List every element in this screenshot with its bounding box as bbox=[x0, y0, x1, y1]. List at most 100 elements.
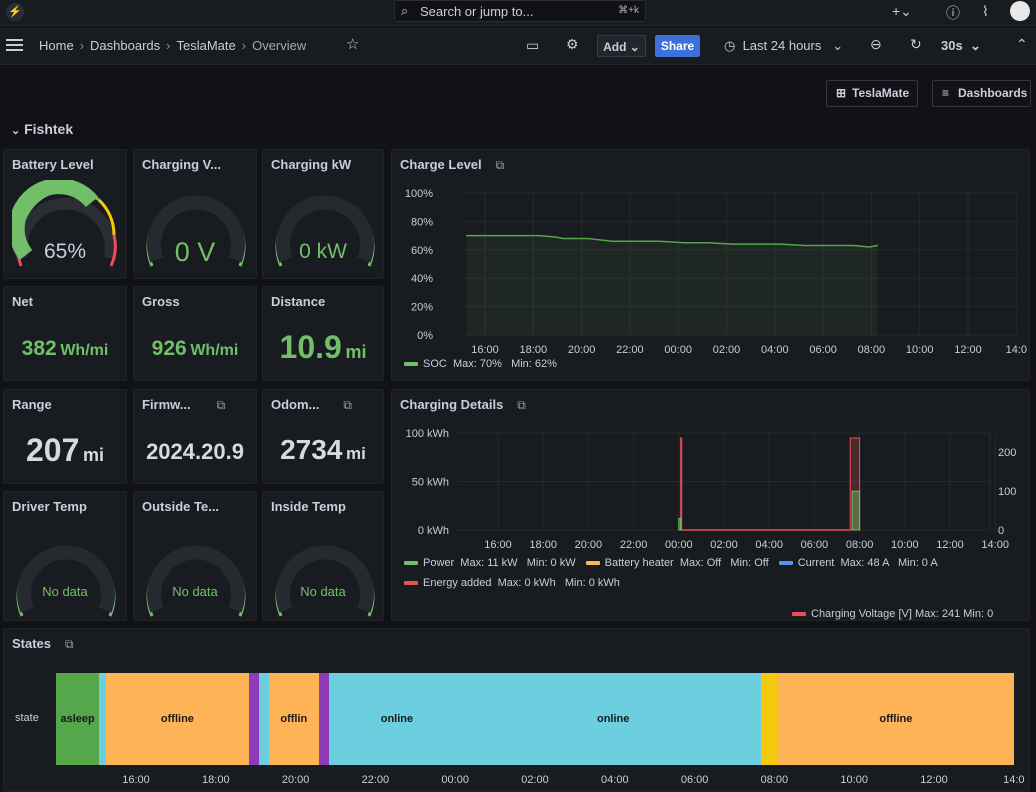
external-link-icon[interactable]: ⧉ bbox=[495, 158, 505, 172]
panel-title: Gross bbox=[142, 294, 180, 309]
legend-stats: Max: 0 kWh Min: 0 kWh bbox=[494, 577, 620, 589]
panel-title: Inside Temp bbox=[271, 499, 346, 514]
zoom-out-icon[interactable]: ⊖ bbox=[870, 36, 882, 52]
external-link-icon[interactable]: ⧉ bbox=[65, 637, 74, 651]
distance-number: 10.9 bbox=[279, 329, 342, 365]
breadcrumb-folder[interactable]: TeslaMate bbox=[176, 38, 236, 53]
external-link-icon[interactable]: ⧉ bbox=[216, 398, 226, 412]
odometer-value: 2734 mi bbox=[263, 434, 383, 466]
breadcrumb-home[interactable]: Home bbox=[39, 38, 74, 53]
state-segment[interactable] bbox=[258, 673, 269, 765]
gear-icon[interactable]: ⚙ bbox=[566, 36, 579, 52]
legend-max: Max: 70% bbox=[452, 358, 502, 370]
data-point bbox=[562, 237, 564, 240]
panel-title: Charging V... bbox=[142, 157, 221, 172]
panel-title-text: Charge Level bbox=[400, 157, 482, 172]
y-tick-label: 100% bbox=[405, 188, 433, 200]
breadcrumb-dashboards[interactable]: Dashboards bbox=[90, 38, 161, 53]
chevron-right-icon: › bbox=[79, 38, 85, 53]
x-tick-label: 02:00 bbox=[710, 539, 738, 551]
odometer-number: 2734 bbox=[280, 434, 343, 465]
external-link-icon[interactable]: ⧉ bbox=[343, 398, 352, 412]
y-tick-label: 20% bbox=[411, 302, 433, 314]
state-segment[interactable]: offline bbox=[777, 673, 1014, 765]
state-row-label: state bbox=[15, 712, 39, 724]
x-tick-label: 16:00 bbox=[484, 539, 512, 551]
legend-stats: Max: 48 A Min: 0 A bbox=[837, 557, 938, 569]
x-tick-label: 18:00 bbox=[520, 344, 548, 356]
legend-item[interactable]: Battery heater Max: Off Min: Off bbox=[585, 557, 769, 569]
dashboards-link-button[interactable]: ≡ Dashboards bbox=[932, 80, 1031, 107]
plus-icon[interactable]: +⌄ bbox=[892, 3, 912, 19]
x-tick-label: 10:00 bbox=[906, 344, 934, 356]
state-segment[interactable]: offlin bbox=[268, 673, 319, 765]
y-tick-label: 0% bbox=[417, 330, 433, 342]
data-point bbox=[852, 244, 854, 247]
state-segment[interactable] bbox=[248, 673, 259, 765]
data-point bbox=[611, 240, 613, 242]
panel-title: Driver Temp bbox=[12, 499, 87, 514]
time-range-picker[interactable]: ◷ Last 24 hours ⌄ bbox=[724, 35, 843, 57]
apps-icon: ⊞ bbox=[836, 86, 847, 100]
data-point bbox=[635, 240, 637, 242]
distance-value: 10.9 mi bbox=[263, 329, 383, 366]
legend-item[interactable]: Power Max: 11 kW Min: 0 kW bbox=[404, 557, 576, 569]
grafana-logo-icon[interactable]: ⚡ bbox=[6, 3, 24, 21]
state-segment[interactable]: online bbox=[465, 673, 762, 765]
collapse-icon[interactable]: ⌃ bbox=[1016, 36, 1028, 52]
teslamate-link-button[interactable]: ⊞ TeslaMate bbox=[826, 80, 918, 107]
state-segment[interactable]: offline bbox=[105, 673, 249, 765]
legend-item[interactable]: Current Max: 48 A Min: 0 A bbox=[778, 557, 938, 569]
gross-value: 926 Wh/mi bbox=[134, 337, 256, 361]
add-button[interactable]: Add ⌄ bbox=[597, 35, 646, 57]
row-title: Fishtek bbox=[24, 121, 74, 137]
x-tick-label: 22:00 bbox=[616, 344, 644, 356]
help-icon[interactable]: ⓘ bbox=[946, 5, 960, 21]
outside-temp-gauge bbox=[146, 545, 246, 617]
panel-title: Odom... ⧉ bbox=[271, 397, 352, 413]
charging-kw-gauge bbox=[275, 195, 375, 267]
legend-item-soc[interactable]: SOC Max: 70% Min: 62% bbox=[404, 358, 557, 370]
share-button[interactable]: Share bbox=[655, 35, 700, 57]
external-link-icon[interactable]: ⧉ bbox=[517, 398, 526, 412]
row-collapse-toggle[interactable]: ⌄ Fishtek bbox=[11, 121, 73, 137]
news-rss-icon[interactable]: ⌇ bbox=[982, 3, 989, 19]
time-range-label: Last 24 hours bbox=[742, 38, 822, 53]
search-input[interactable]: ⌕ Search or jump to... ⌘+k bbox=[394, 0, 646, 22]
x-tick-label: 08:00 bbox=[846, 539, 874, 551]
state-segment[interactable] bbox=[318, 673, 329, 765]
firmware-value: 2024.20.9 bbox=[146, 439, 244, 464]
save-icon[interactable]: ▭ bbox=[526, 37, 540, 53]
y-tick-label: 40% bbox=[411, 273, 433, 285]
refresh-interval-picker[interactable]: 30s ⌄ bbox=[941, 35, 981, 57]
panel-title-text: States bbox=[12, 636, 52, 651]
x-tick-label: 04:00 bbox=[601, 774, 629, 786]
data-point bbox=[707, 242, 709, 244]
user-avatar[interactable] bbox=[1010, 1, 1030, 21]
series-power-block bbox=[678, 517, 682, 531]
menu-icon[interactable] bbox=[6, 39, 23, 51]
series-power-block bbox=[851, 490, 861, 531]
state-segment[interactable]: asleep bbox=[56, 673, 100, 765]
charge-level-chart: 0% 20% 40% 60% 80% 100% 16:00 18:00 20:00 22:00 00… bbox=[405, 188, 1027, 356]
range-number: 207 bbox=[25, 432, 80, 468]
x-tick-label: 04:00 bbox=[761, 344, 789, 356]
data-point bbox=[490, 235, 492, 237]
y2-tick-label: 0 bbox=[998, 525, 1004, 537]
state-segment[interactable] bbox=[761, 673, 778, 765]
refresh-icon[interactable]: ↻ bbox=[910, 36, 922, 52]
x-tick-label: 18:00 bbox=[529, 539, 557, 551]
data-point bbox=[514, 235, 516, 237]
legend-item[interactable]: Energy added Max: 0 kWh Min: 0 kWh bbox=[404, 577, 620, 589]
distance-panel: Distance 10.9 mi bbox=[262, 286, 384, 381]
x-tick-label: 06:00 bbox=[809, 344, 837, 356]
state-segment[interactable]: online bbox=[328, 673, 466, 765]
star-icon[interactable]: ☆ bbox=[346, 36, 360, 53]
net-value: 382 Wh/mi bbox=[4, 337, 126, 361]
legend-swatch bbox=[792, 612, 806, 617]
state-segment[interactable] bbox=[99, 673, 106, 765]
search-placeholder: Search or jump to... bbox=[420, 4, 534, 19]
outside-temp-value: No data bbox=[172, 584, 218, 599]
legend-item-charging-voltage[interactable]: Charging Voltage [V] Max: 241 Min: 0 bbox=[792, 608, 993, 620]
legend-name: Current bbox=[797, 557, 838, 569]
